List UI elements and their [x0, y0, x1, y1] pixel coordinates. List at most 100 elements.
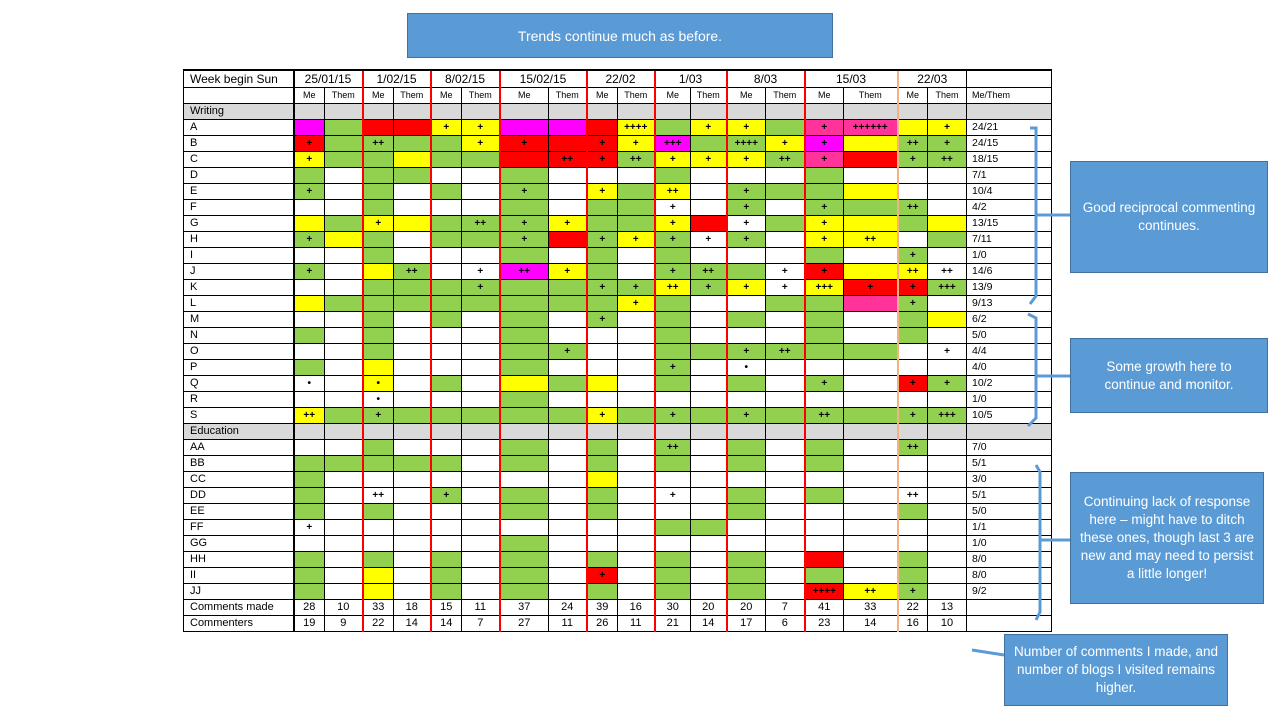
section-blank-cell [429, 102, 462, 120]
comment-cell [393, 326, 431, 344]
comment-cell [548, 550, 587, 568]
comment-cell [765, 502, 805, 520]
comment-cell [843, 390, 898, 408]
comment-cell [585, 390, 618, 408]
table-row: JJ ++++ ++ +9/2 [183, 582, 1052, 600]
comment-cell [585, 438, 618, 456]
week-header: 1/03 [653, 69, 727, 88]
comment-cell [548, 230, 587, 248]
ratio-cell: 6/2 [966, 310, 1052, 328]
comment-cell [461, 438, 500, 456]
comment-cell [393, 534, 431, 552]
comment-cell [617, 470, 655, 488]
comment-cell [617, 550, 655, 568]
comment-cell [498, 198, 549, 216]
comment-cell: +++ [927, 406, 967, 424]
comment-cell: + [690, 150, 727, 168]
comment-cell [765, 390, 805, 408]
blog-label: N [183, 326, 295, 344]
comment-cell [803, 182, 844, 200]
comment-cell [765, 294, 805, 312]
comment-cell [803, 326, 844, 344]
comment-cell [461, 566, 500, 584]
totals-value: 11 [461, 598, 500, 616]
comment-cell [843, 470, 898, 488]
comment-cell: + [803, 150, 844, 168]
comment-cell [617, 214, 655, 232]
comment-cell: + [725, 118, 766, 136]
blog-label: R [183, 390, 295, 408]
comment-cell [803, 246, 844, 264]
comment-cell [765, 454, 805, 472]
comment-cell [725, 518, 766, 536]
comment-cell [690, 214, 727, 232]
blog-label: J [183, 262, 295, 280]
comment-cell [617, 582, 655, 600]
table-row: L + +9/13 [183, 294, 1052, 312]
totals-value: 33 [843, 598, 898, 616]
comment-cell [548, 406, 587, 424]
comment-cell [361, 246, 394, 264]
comment-cell [617, 198, 655, 216]
table-row: K + + + ++ + + + +++ + + +++ 13/9 [183, 278, 1052, 296]
comment-cell: + [803, 374, 844, 392]
comment-cell [429, 470, 462, 488]
comment-cell [361, 502, 394, 520]
ratio-cell: 24/21 [966, 118, 1052, 136]
comment-cell [803, 486, 844, 504]
table-row: H + + + + + + + + ++ 7/11 [183, 230, 1052, 248]
section-blank-cell [361, 102, 394, 120]
table-row: II +8/0 [183, 566, 1052, 584]
comment-cell [548, 470, 587, 488]
totals-value: 33 [361, 598, 394, 616]
comment-cell [324, 502, 363, 520]
section-blank-cell [429, 422, 462, 440]
comment-cell [896, 518, 928, 536]
comment-cell [896, 310, 928, 328]
comment-cell [803, 342, 844, 360]
comment-cell: • [725, 358, 766, 376]
comment-cell [393, 166, 431, 184]
table-row: B + ++ + + + + +++ ++++ + + ++ +24/15 [183, 134, 1052, 152]
comment-cell [461, 374, 500, 392]
totals-value: 22 [896, 598, 928, 616]
comment-cell [927, 246, 967, 264]
comment-cell [393, 566, 431, 584]
comment-cell [690, 294, 727, 312]
comment-cell [765, 406, 805, 424]
comment-cell [498, 438, 549, 456]
comment-cell [803, 438, 844, 456]
comment-cell [361, 342, 394, 360]
table-row: F + + + ++ 4/2 [183, 198, 1052, 216]
comment-cell [393, 358, 431, 376]
comment-cell [690, 486, 727, 504]
comment-cell [843, 502, 898, 520]
comment-cell: + [927, 342, 967, 360]
comment-cell: ++ [803, 406, 844, 424]
comment-cell [617, 534, 655, 552]
comment-cell [498, 246, 549, 264]
week-header: 25/01/15 [293, 69, 363, 88]
comment-cell: + [361, 406, 394, 424]
comment-cell [765, 486, 805, 504]
them-header: Them [843, 86, 898, 104]
them-header: Them [765, 86, 805, 104]
table-row: E + + + ++ +10/4 [183, 182, 1052, 200]
section-blank-cell [393, 422, 431, 440]
totals-value: 14 [843, 614, 898, 632]
comment-cell [429, 182, 462, 200]
comment-cell [548, 534, 587, 552]
comment-cell [690, 390, 727, 408]
comment-cell [498, 518, 549, 536]
comment-cell [765, 518, 805, 536]
comment-cell [803, 566, 844, 584]
comment-cell [548, 134, 587, 152]
comment-cell [927, 486, 967, 504]
ratio-cell: 4/4 [966, 342, 1052, 360]
blog-label: L [183, 294, 295, 312]
comment-cell [498, 294, 549, 312]
section-blank-cell [725, 102, 766, 120]
blog-label: CC [183, 470, 295, 488]
blog-label: HH [183, 550, 295, 568]
comment-cell [843, 198, 898, 216]
